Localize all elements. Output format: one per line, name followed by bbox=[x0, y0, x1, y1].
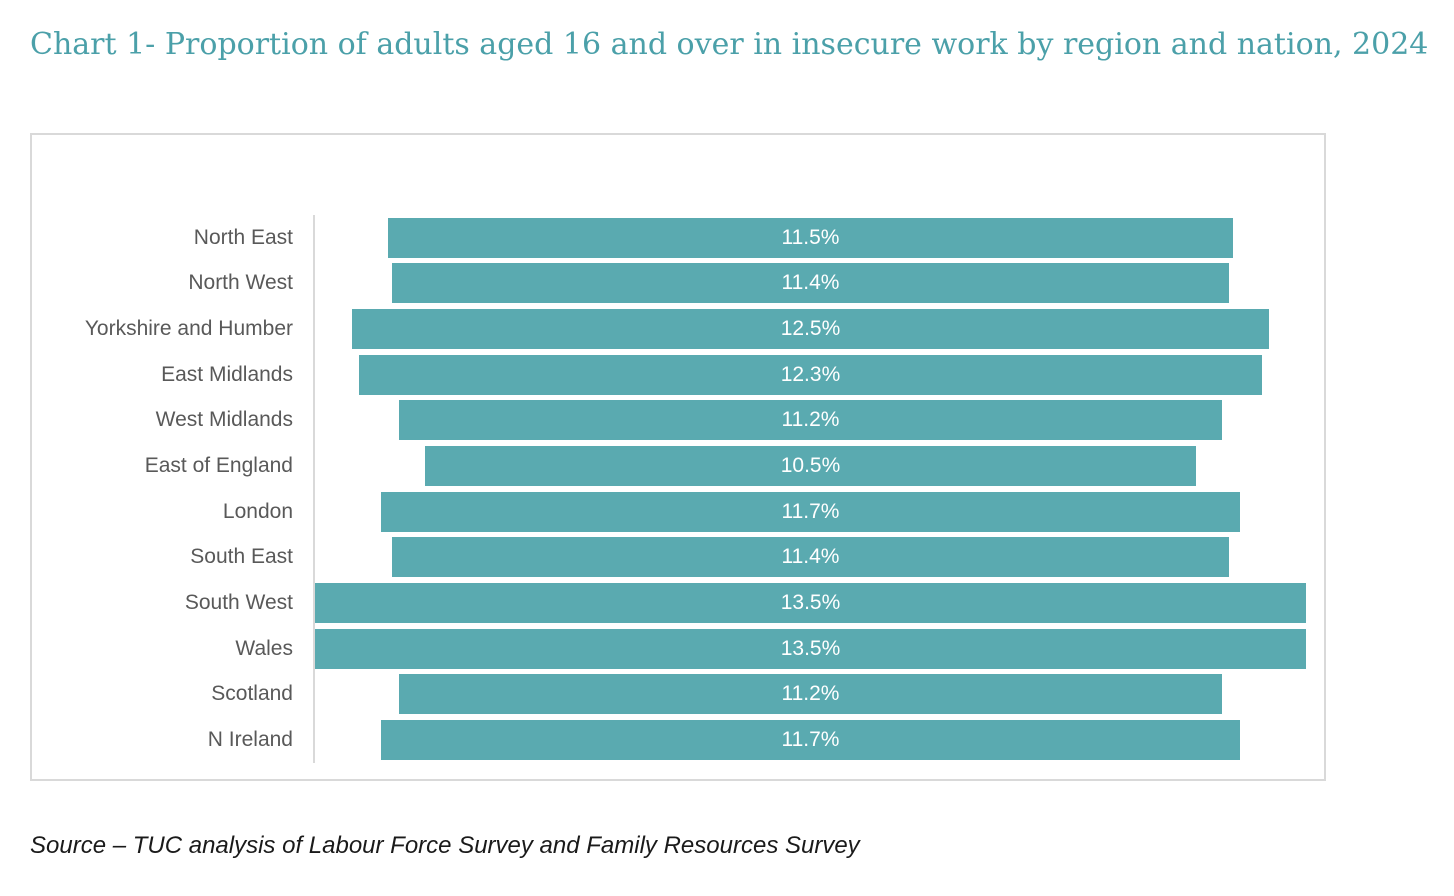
category-axis-line bbox=[313, 215, 315, 763]
chart-row: South West 13.5% bbox=[32, 580, 1324, 626]
chart-row: North West 11.4% bbox=[32, 261, 1324, 307]
value-label: 12.5% bbox=[780, 317, 841, 341]
source-note: Source – TUC analysis of Labour Force Su… bbox=[30, 832, 860, 859]
bar-east-midlands: 12.3% bbox=[359, 354, 1262, 395]
value-label: 10.5% bbox=[780, 454, 841, 478]
chart-row: East of England 10.5% bbox=[32, 443, 1324, 489]
category-label-north-east: North East bbox=[193, 225, 293, 249]
value-label: 11.7% bbox=[781, 728, 840, 752]
category-label-east-midlands: East Midlands bbox=[161, 362, 293, 386]
chart-frame: North East 11.5% North West 11.4% Yorkshire … bbox=[30, 133, 1326, 781]
bar-south-west: 13.5% bbox=[315, 583, 1306, 624]
value-label: 13.5% bbox=[780, 591, 841, 615]
value-label: 11.4% bbox=[781, 271, 840, 295]
bar-london: 11.7% bbox=[381, 491, 1240, 532]
category-label-east-of-england: East of England bbox=[144, 454, 293, 478]
chart-row: Yorkshire and Humber 12.5% bbox=[32, 306, 1324, 352]
chart-title: Chart 1- Proportion of adults aged 16 an… bbox=[30, 27, 1429, 62]
value-label: 11.4% bbox=[781, 545, 840, 569]
chart-row: East Midlands 12.3% bbox=[32, 352, 1324, 398]
category-label-wales: Wales bbox=[235, 636, 293, 660]
value-label: 12.3% bbox=[780, 362, 841, 386]
bar-north-east: 11.5% bbox=[388, 217, 1233, 258]
chart-row: North East 11.5% bbox=[32, 215, 1324, 261]
bar-south-east: 11.4% bbox=[392, 537, 1229, 578]
bar-north-west: 11.4% bbox=[392, 263, 1229, 304]
category-label-scotland: Scotland bbox=[211, 682, 293, 706]
chart-row: West Midlands 11.2% bbox=[32, 398, 1324, 444]
category-label-west-midlands: West Midlands bbox=[155, 408, 293, 432]
bar-east-of-england: 10.5% bbox=[425, 446, 1196, 487]
category-label-south-west: South West bbox=[184, 591, 293, 615]
category-label-south-east: South East bbox=[190, 545, 293, 569]
value-label: 11.7% bbox=[781, 499, 840, 523]
bar-n-ireland: 11.7% bbox=[381, 720, 1240, 761]
chart-row: N Ireland 11.7% bbox=[32, 717, 1324, 763]
plot-area: North East 11.5% North West 11.4% Yorkshire … bbox=[32, 215, 1324, 763]
category-label-yorkshire-and-humber: Yorkshire and Humber bbox=[84, 317, 293, 341]
bar-scotland: 11.2% bbox=[399, 674, 1222, 715]
category-label-north-west: North West bbox=[188, 271, 293, 295]
bar-wales: 13.5% bbox=[315, 628, 1306, 669]
value-label: 13.5% bbox=[780, 636, 841, 660]
chart-row: Wales 13.5% bbox=[32, 626, 1324, 672]
category-label-london: London bbox=[222, 499, 293, 523]
chart-row: Scotland 11.2% bbox=[32, 672, 1324, 718]
chart-row: South East 11.4% bbox=[32, 535, 1324, 581]
bar-yorkshire-and-humber: 12.5% bbox=[351, 309, 1270, 350]
value-label: 11.5% bbox=[781, 225, 840, 249]
value-label: 11.2% bbox=[781, 408, 840, 432]
category-label-n-ireland: N Ireland bbox=[207, 728, 293, 752]
chart-row: London 11.7% bbox=[32, 489, 1324, 535]
bar-west-midlands: 11.2% bbox=[399, 400, 1222, 441]
value-label: 11.2% bbox=[781, 682, 840, 706]
